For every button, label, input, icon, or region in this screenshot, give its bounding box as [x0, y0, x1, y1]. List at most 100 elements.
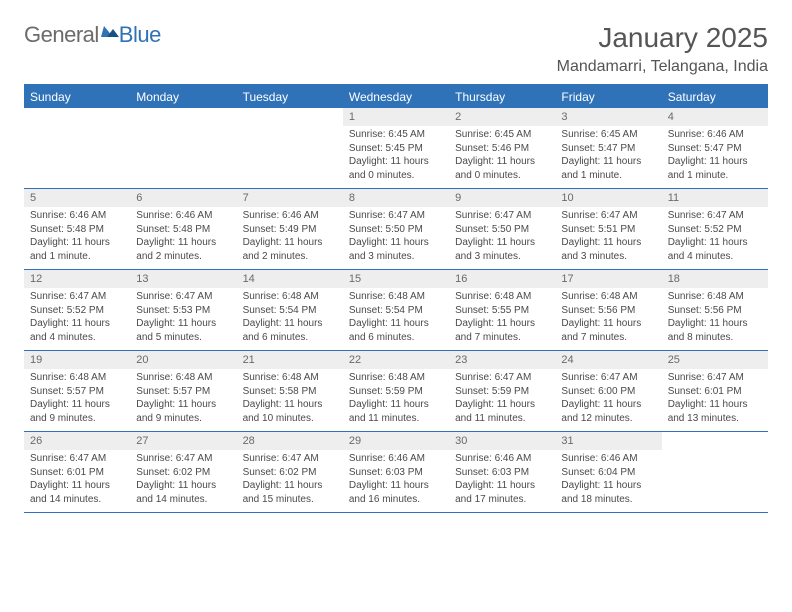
day-detail: Sunrise: 6:47 AMSunset: 6:02 PMDaylight:…	[130, 450, 236, 512]
day-number: 30	[449, 432, 555, 450]
logo-blue: Blue	[119, 22, 161, 48]
day-detail: Sunrise: 6:48 AMSunset: 5:54 PMDaylight:…	[343, 288, 449, 350]
daylight-text: Daylight: 11 hours and 8 minutes.	[668, 317, 762, 344]
sunrise-text: Sunrise: 6:47 AM	[136, 452, 230, 466]
sunrise-text: Sunrise: 6:48 AM	[30, 371, 124, 385]
calendar-cell: 24Sunrise: 6:47 AMSunset: 6:00 PMDayligh…	[555, 351, 661, 431]
day-detail: Sunrise: 6:47 AMSunset: 6:01 PMDaylight:…	[662, 369, 768, 431]
day-number: 4	[662, 108, 768, 126]
calendar-cell: 12Sunrise: 6:47 AMSunset: 5:52 PMDayligh…	[24, 270, 130, 350]
sunrise-text: Sunrise: 6:47 AM	[668, 371, 762, 385]
day-number: 23	[449, 351, 555, 369]
sunset-text: Sunset: 5:56 PM	[561, 304, 655, 318]
day-number: 20	[130, 351, 236, 369]
daylight-text: Daylight: 11 hours and 0 minutes.	[349, 155, 443, 182]
day-number: 29	[343, 432, 449, 450]
day-detail: Sunrise: 6:47 AMSunset: 5:51 PMDaylight:…	[555, 207, 661, 269]
calendar-cell: 9Sunrise: 6:47 AMSunset: 5:50 PMDaylight…	[449, 189, 555, 269]
daylight-text: Daylight: 11 hours and 5 minutes.	[136, 317, 230, 344]
calendar-cell: 10Sunrise: 6:47 AMSunset: 5:51 PMDayligh…	[555, 189, 661, 269]
sunrise-text: Sunrise: 6:47 AM	[561, 209, 655, 223]
sunset-text: Sunset: 5:49 PM	[243, 223, 337, 237]
sunset-text: Sunset: 5:55 PM	[455, 304, 549, 318]
daylight-text: Daylight: 11 hours and 1 minute.	[30, 236, 124, 263]
daylight-text: Daylight: 11 hours and 6 minutes.	[243, 317, 337, 344]
daylight-text: Daylight: 11 hours and 17 minutes.	[455, 479, 549, 506]
calendar-cell: 22Sunrise: 6:48 AMSunset: 5:59 PMDayligh…	[343, 351, 449, 431]
sunrise-text: Sunrise: 6:48 AM	[243, 290, 337, 304]
day-of-week-header: Monday	[130, 86, 236, 108]
day-detail: Sunrise: 6:48 AMSunset: 5:58 PMDaylight:…	[237, 369, 343, 431]
calendar-cell: 30Sunrise: 6:46 AMSunset: 6:03 PMDayligh…	[449, 432, 555, 512]
calendar-week: 12Sunrise: 6:47 AMSunset: 5:52 PMDayligh…	[24, 269, 768, 350]
day-detail: Sunrise: 6:47 AMSunset: 5:52 PMDaylight:…	[24, 288, 130, 350]
day-detail: Sunrise: 6:48 AMSunset: 5:55 PMDaylight:…	[449, 288, 555, 350]
day-detail: Sunrise: 6:45 AMSunset: 5:45 PMDaylight:…	[343, 126, 449, 188]
day-detail: Sunrise: 6:48 AMSunset: 5:56 PMDaylight:…	[555, 288, 661, 350]
day-number: 7	[237, 189, 343, 207]
daylight-text: Daylight: 11 hours and 6 minutes.	[349, 317, 443, 344]
sunrise-text: Sunrise: 6:47 AM	[455, 209, 549, 223]
day-detail: Sunrise: 6:46 AMSunset: 5:48 PMDaylight:…	[130, 207, 236, 269]
day-number: 25	[662, 351, 768, 369]
sunrise-text: Sunrise: 6:48 AM	[349, 371, 443, 385]
sunset-text: Sunset: 5:53 PM	[136, 304, 230, 318]
daylight-text: Daylight: 11 hours and 10 minutes.	[243, 398, 337, 425]
title-block: January 2025 Mandamarri, Telangana, Indi…	[557, 22, 768, 76]
calendar-cell: 31Sunrise: 6:46 AMSunset: 6:04 PMDayligh…	[555, 432, 661, 512]
sunrise-text: Sunrise: 6:47 AM	[243, 452, 337, 466]
calendar-cell: 25Sunrise: 6:47 AMSunset: 6:01 PMDayligh…	[662, 351, 768, 431]
daylight-text: Daylight: 11 hours and 12 minutes.	[561, 398, 655, 425]
sunset-text: Sunset: 6:01 PM	[30, 466, 124, 480]
sunrise-text: Sunrise: 6:46 AM	[455, 452, 549, 466]
day-number: 1	[343, 108, 449, 126]
day-number: 28	[237, 432, 343, 450]
sunrise-text: Sunrise: 6:45 AM	[561, 128, 655, 142]
daylight-text: Daylight: 11 hours and 18 minutes.	[561, 479, 655, 506]
calendar-cell: 13Sunrise: 6:47 AMSunset: 5:53 PMDayligh…	[130, 270, 236, 350]
sunrise-text: Sunrise: 6:47 AM	[668, 209, 762, 223]
day-detail: Sunrise: 6:47 AMSunset: 5:52 PMDaylight:…	[662, 207, 768, 269]
day-of-week-header: Tuesday	[237, 86, 343, 108]
sunset-text: Sunset: 5:56 PM	[668, 304, 762, 318]
day-of-week-row: SundayMondayTuesdayWednesdayThursdayFrid…	[24, 86, 768, 108]
daylight-text: Daylight: 11 hours and 3 minutes.	[561, 236, 655, 263]
day-detail: Sunrise: 6:47 AMSunset: 5:59 PMDaylight:…	[449, 369, 555, 431]
sunrise-text: Sunrise: 6:46 AM	[30, 209, 124, 223]
day-detail: Sunrise: 6:46 AMSunset: 5:47 PMDaylight:…	[662, 126, 768, 188]
calendar-cell: 3Sunrise: 6:45 AMSunset: 5:47 PMDaylight…	[555, 108, 661, 188]
day-number: 9	[449, 189, 555, 207]
calendar-cell: 6Sunrise: 6:46 AMSunset: 5:48 PMDaylight…	[130, 189, 236, 269]
sunrise-text: Sunrise: 6:48 AM	[561, 290, 655, 304]
sunset-text: Sunset: 5:54 PM	[349, 304, 443, 318]
day-number: 2	[449, 108, 555, 126]
sunset-text: Sunset: 5:57 PM	[30, 385, 124, 399]
calendar-cell: 8Sunrise: 6:47 AMSunset: 5:50 PMDaylight…	[343, 189, 449, 269]
daylight-text: Daylight: 11 hours and 7 minutes.	[455, 317, 549, 344]
day-number: 3	[555, 108, 661, 126]
calendar-cell: 14Sunrise: 6:48 AMSunset: 5:54 PMDayligh…	[237, 270, 343, 350]
sunset-text: Sunset: 5:57 PM	[136, 385, 230, 399]
sunrise-text: Sunrise: 6:45 AM	[349, 128, 443, 142]
sunrise-text: Sunrise: 6:46 AM	[349, 452, 443, 466]
header: General Blue January 2025 Mandamarri, Te…	[24, 22, 768, 76]
daylight-text: Daylight: 11 hours and 9 minutes.	[136, 398, 230, 425]
day-number: 13	[130, 270, 236, 288]
calendar-cell: 28Sunrise: 6:47 AMSunset: 6:02 PMDayligh…	[237, 432, 343, 512]
day-number: 8	[343, 189, 449, 207]
calendar-cell-empty	[24, 108, 130, 188]
calendar-cell: 18Sunrise: 6:48 AMSunset: 5:56 PMDayligh…	[662, 270, 768, 350]
sunset-text: Sunset: 6:01 PM	[668, 385, 762, 399]
daylight-text: Daylight: 11 hours and 14 minutes.	[30, 479, 124, 506]
calendar: SundayMondayTuesdayWednesdayThursdayFrid…	[24, 84, 768, 513]
sunrise-text: Sunrise: 6:45 AM	[455, 128, 549, 142]
day-number: 10	[555, 189, 661, 207]
sunrise-text: Sunrise: 6:48 AM	[136, 371, 230, 385]
day-detail: Sunrise: 6:47 AMSunset: 5:50 PMDaylight:…	[449, 207, 555, 269]
daylight-text: Daylight: 11 hours and 4 minutes.	[30, 317, 124, 344]
daylight-text: Daylight: 11 hours and 2 minutes.	[243, 236, 337, 263]
daylight-text: Daylight: 11 hours and 3 minutes.	[455, 236, 549, 263]
sunrise-text: Sunrise: 6:46 AM	[136, 209, 230, 223]
month-title: January 2025	[557, 22, 768, 54]
day-detail: Sunrise: 6:47 AMSunset: 5:50 PMDaylight:…	[343, 207, 449, 269]
